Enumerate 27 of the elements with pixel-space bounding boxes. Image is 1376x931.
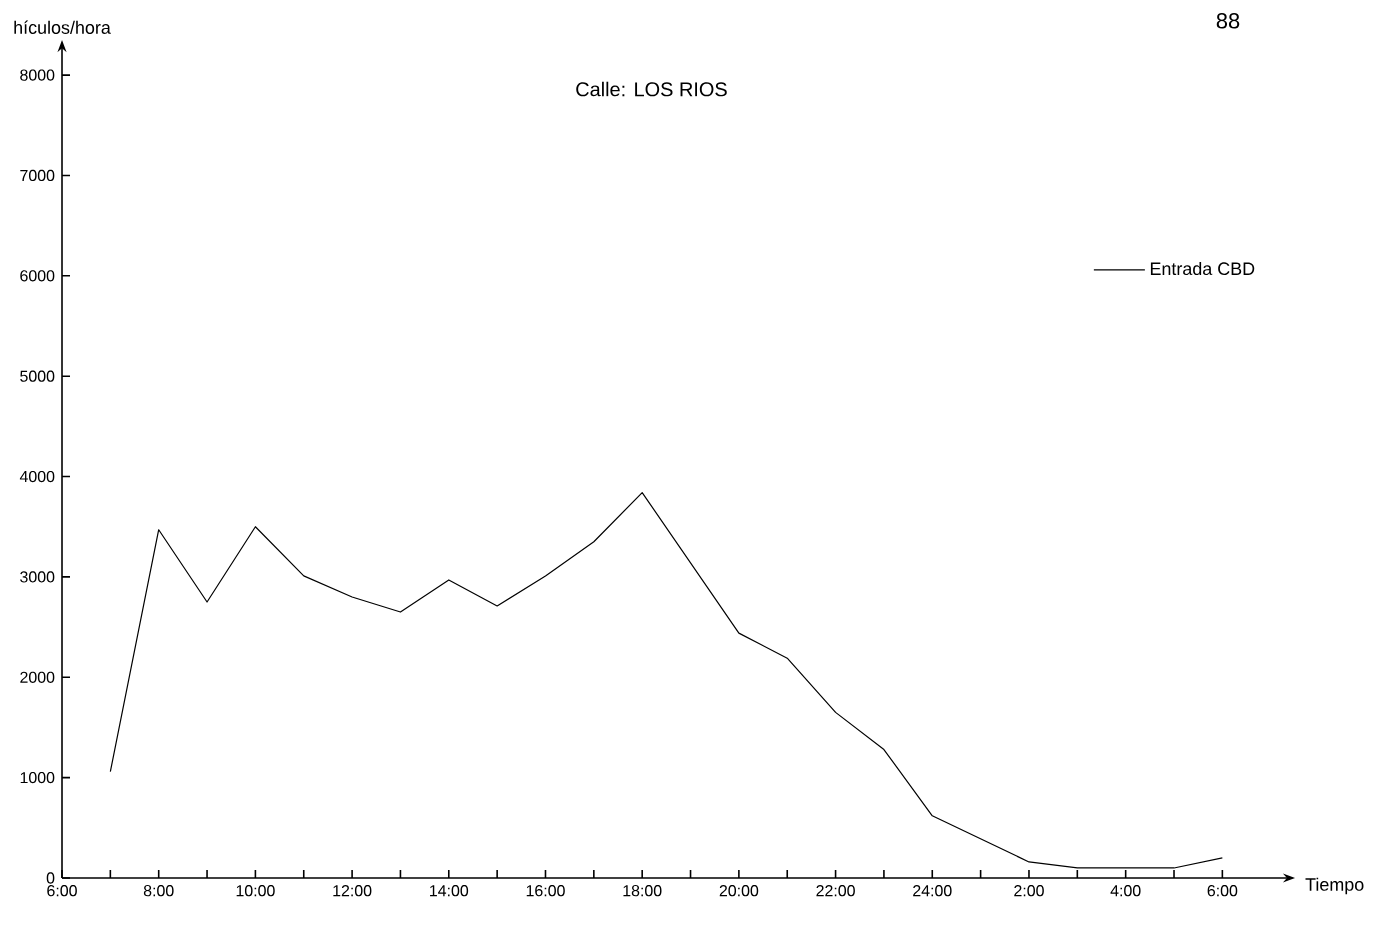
y-tick-label: 5000 xyxy=(20,370,55,382)
x-tick-label: 14:00 xyxy=(430,885,469,897)
y-tick-label: 4000 xyxy=(19,470,55,483)
y-tick-label: 7000 xyxy=(20,169,55,182)
x-tick-label: 10:00 xyxy=(236,885,275,897)
legend-label: Entrada CBD xyxy=(1150,261,1255,276)
y-tick-label: 2000 xyxy=(20,671,55,683)
x-tick-label: 6:00 xyxy=(1207,885,1238,897)
y-tick-label: 3000 xyxy=(20,571,55,583)
text: 88 xyxy=(1216,13,1240,29)
x-tick-label: 22:00 xyxy=(816,885,855,897)
x-tick-label: 18:00 xyxy=(623,885,662,897)
x-tick-label: 6:00 xyxy=(47,885,77,897)
y-tick-label: 0 xyxy=(46,872,55,884)
x-tick-label: 12:00 xyxy=(333,885,372,897)
y-tick-label: 6000 xyxy=(20,270,55,282)
x-tick-label: 2:00 xyxy=(1014,885,1044,897)
y-tick-label: 1000 xyxy=(20,772,55,784)
x-tick-label: 16:00 xyxy=(526,885,565,897)
x-tick-label: 24:00 xyxy=(913,885,952,897)
y-axis-title: hículos/hora xyxy=(14,20,111,34)
x-tick-label: 20:00 xyxy=(719,885,759,897)
y-tick-label: 8000 xyxy=(20,69,55,81)
x-tick-label: 4:00 xyxy=(1110,885,1141,897)
x-axis-title: Tiempo xyxy=(1305,877,1364,895)
text: Calle: LOS RIOS xyxy=(576,81,727,97)
x-tick-label: 8:00 xyxy=(143,885,174,897)
